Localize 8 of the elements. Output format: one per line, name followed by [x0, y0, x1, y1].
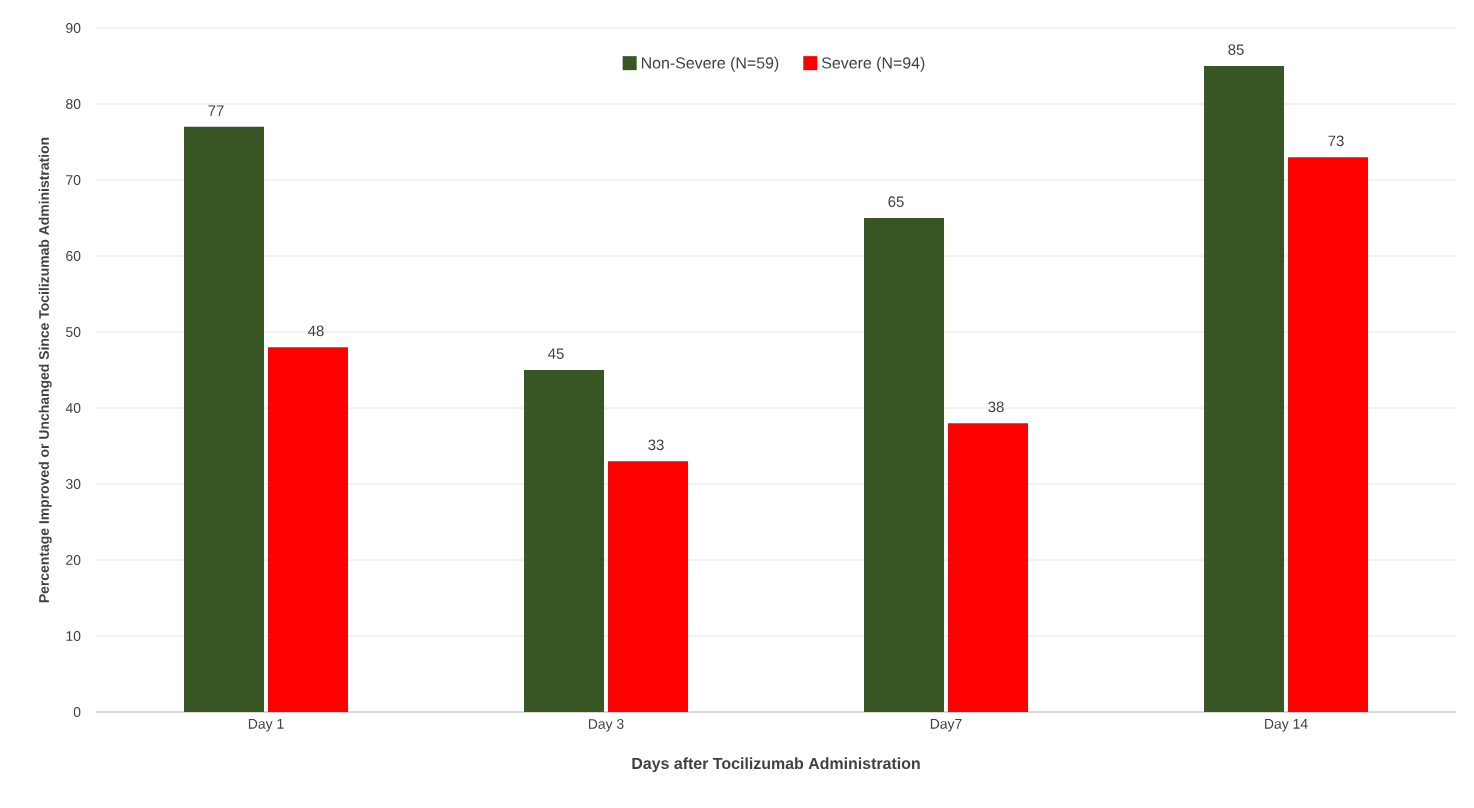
bar: [267, 347, 348, 712]
bar: [1204, 65, 1285, 712]
bar: [864, 218, 945, 712]
bar: [184, 126, 265, 712]
bar: [1288, 157, 1369, 712]
bar: [948, 423, 1029, 712]
bar: [608, 461, 688, 712]
bar: [524, 370, 605, 712]
